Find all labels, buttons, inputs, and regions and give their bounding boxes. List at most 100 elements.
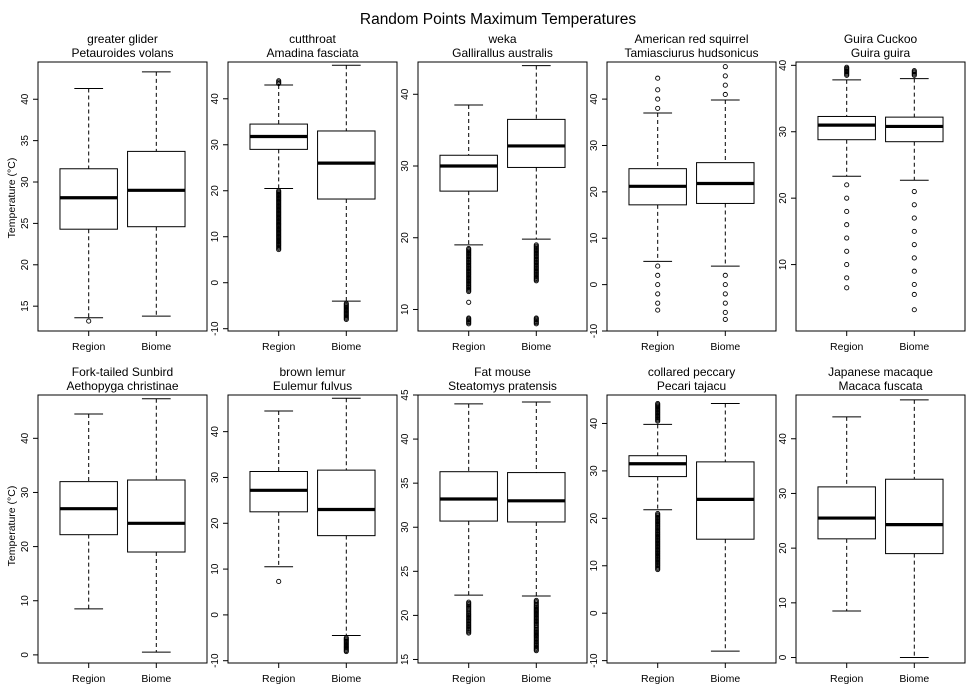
panel-9-biome-box: Biome [696, 403, 755, 685]
panel-7-scientific-name: Eulemur fulvus [273, 379, 352, 393]
panel-3-region-outlier [466, 299, 472, 305]
panel-4-region-outlier [655, 291, 661, 297]
panel-7-biome-outlier [343, 635, 349, 641]
panel-9-ytick-label: 30 [589, 465, 600, 477]
panel-5-region-outlier [844, 285, 850, 291]
panel-4-biome-box: Biome [696, 64, 755, 353]
panel-6-biome-iqr-rect [127, 479, 186, 553]
panel-2-ytick-label: 0 [210, 279, 221, 285]
panel-2-biome-box: Biome [317, 64, 376, 353]
panel-3-biome-outlier [533, 242, 539, 248]
panel-4-common-name: American red squirrel [634, 32, 748, 46]
panel-8-ytick-label: 15 [400, 653, 411, 665]
panel-8-frame [417, 394, 588, 664]
panel-5-biome-iqr-rect [885, 116, 944, 143]
panel-5-biome-outlier [911, 228, 917, 234]
panel-10-region-xtick-label: Region [830, 673, 863, 685]
panel-8-region-outlier [466, 599, 472, 605]
panel-10-biome-box: Biome [885, 399, 944, 685]
panel-9-ytick-label: -10 [589, 653, 600, 668]
panel-10-ytick-label: 40 [778, 433, 789, 445]
panel-4-biome-outlier [722, 282, 728, 288]
panel-2-ytick-label: 20 [210, 185, 221, 197]
panel-6-ytick-label: 20 [20, 541, 31, 553]
panel-4-ytick-label: 0 [589, 281, 600, 287]
panel-3-region-xtick-label: Region [452, 341, 485, 353]
panel-5-biome-outlier [911, 281, 917, 288]
panel-5-scientific-name: Guira guira [851, 46, 911, 60]
panel-1-biome-xtick-label: Biome [141, 341, 171, 353]
panel-5-biome-outlier [911, 242, 917, 248]
panel-5-ytick-label: 40 [778, 59, 789, 71]
panel-7-common-name: brown lemur [279, 365, 345, 379]
panel-8-ytick-label: 20 [400, 609, 411, 621]
panel-6-region-box: Region [59, 413, 118, 685]
panel-8-ytick-label: 30 [400, 521, 411, 533]
panel-4-biome-outlier [722, 82, 728, 88]
panel-10-region-iqr-rect [817, 486, 876, 540]
panel-10-frame [795, 394, 966, 664]
panel-5-biome-outlier [911, 255, 917, 261]
panel-3-ytick-label: 20 [400, 232, 411, 244]
panel-1-scientific-name: Petauroides volans [71, 46, 173, 60]
panel-7-region-xtick-label: Region [262, 673, 295, 685]
panel-5-region-outlier [844, 64, 850, 70]
panel-1-ytick-label: 30 [20, 176, 31, 188]
panel-9-region-outlier [655, 400, 661, 407]
panel-9-region-outlier [655, 511, 661, 517]
panel-8-ytick-label: 35 [400, 477, 411, 489]
y-axis-label-bottom-row: Temperature (°C) [6, 486, 18, 567]
panel-10-biome-iqr-rect [885, 478, 944, 555]
panel-6-ytick-label: 10 [20, 595, 31, 607]
panel-5-region-xtick-label: Region [830, 341, 863, 353]
panel-8-ytick-label: 45 [400, 389, 411, 401]
panel-5-ytick-label: 30 [778, 126, 789, 138]
panel-2-ytick-label: 30 [210, 139, 221, 151]
panel-6-frame [37, 394, 208, 664]
panel-7-biome-iqr-rect [317, 469, 376, 537]
panel-5-region-iqr-rect [817, 115, 876, 141]
panel-3-scientific-name: Gallirallus australis [452, 46, 553, 60]
panel-3-region-iqr-rect [439, 154, 498, 192]
panel-9-frame [606, 394, 777, 664]
panel-4-ytick-label: 40 [589, 93, 600, 105]
panel-2-biome-outlier [343, 300, 349, 306]
y-axis-label-top-row: Temperature (°C) [6, 158, 18, 239]
panel-2-frame [227, 61, 398, 332]
panel-9-region-xtick-label: Region [641, 673, 674, 685]
panel-5-frame [795, 61, 966, 332]
panel-3-ytick-label: 30 [400, 160, 411, 172]
panel-2-region-xtick-label: Region [262, 341, 295, 353]
panel-4-region-outlier [655, 272, 661, 278]
panel-4-ytick-label: -10 [589, 323, 600, 338]
panel-10-ytick-label: 0 [778, 654, 789, 660]
panel-4-region-outlier [655, 87, 661, 93]
panel-5-biome-outlier [911, 291, 917, 298]
panel-2-ytick-label: -10 [210, 321, 221, 336]
panel-4-region-outlier [655, 307, 661, 313]
panel-3-biome-outlier [533, 315, 539, 321]
panel-10-biome-xtick-label: Biome [899, 673, 929, 685]
panel-5-biome-box: Biome [885, 68, 944, 353]
panel-4-region-outlier [655, 105, 661, 111]
panel-4-ytick-label: 10 [589, 232, 600, 244]
panel-10-region-box: Region [817, 416, 876, 685]
panel-6-scientific-name: Aethopyga christinae [66, 379, 178, 393]
panel-5-region-outlier [844, 195, 850, 201]
panel-2-ytick-label: 10 [210, 231, 221, 243]
panel-3-biome-xtick-label: Biome [521, 341, 551, 353]
panel-1-ytick-label: 20 [20, 259, 31, 271]
panel-5-region-outlier [844, 208, 850, 214]
panel-7-biome-xtick-label: Biome [331, 673, 361, 685]
panel-5-region-outlier [844, 222, 850, 228]
panel-5-region-outlier [844, 182, 850, 188]
panel-1-ytick-label: 25 [20, 217, 31, 229]
panel-9-common-name: collared peccary [648, 365, 735, 379]
panel-9-ytick-label: 10 [589, 560, 600, 572]
